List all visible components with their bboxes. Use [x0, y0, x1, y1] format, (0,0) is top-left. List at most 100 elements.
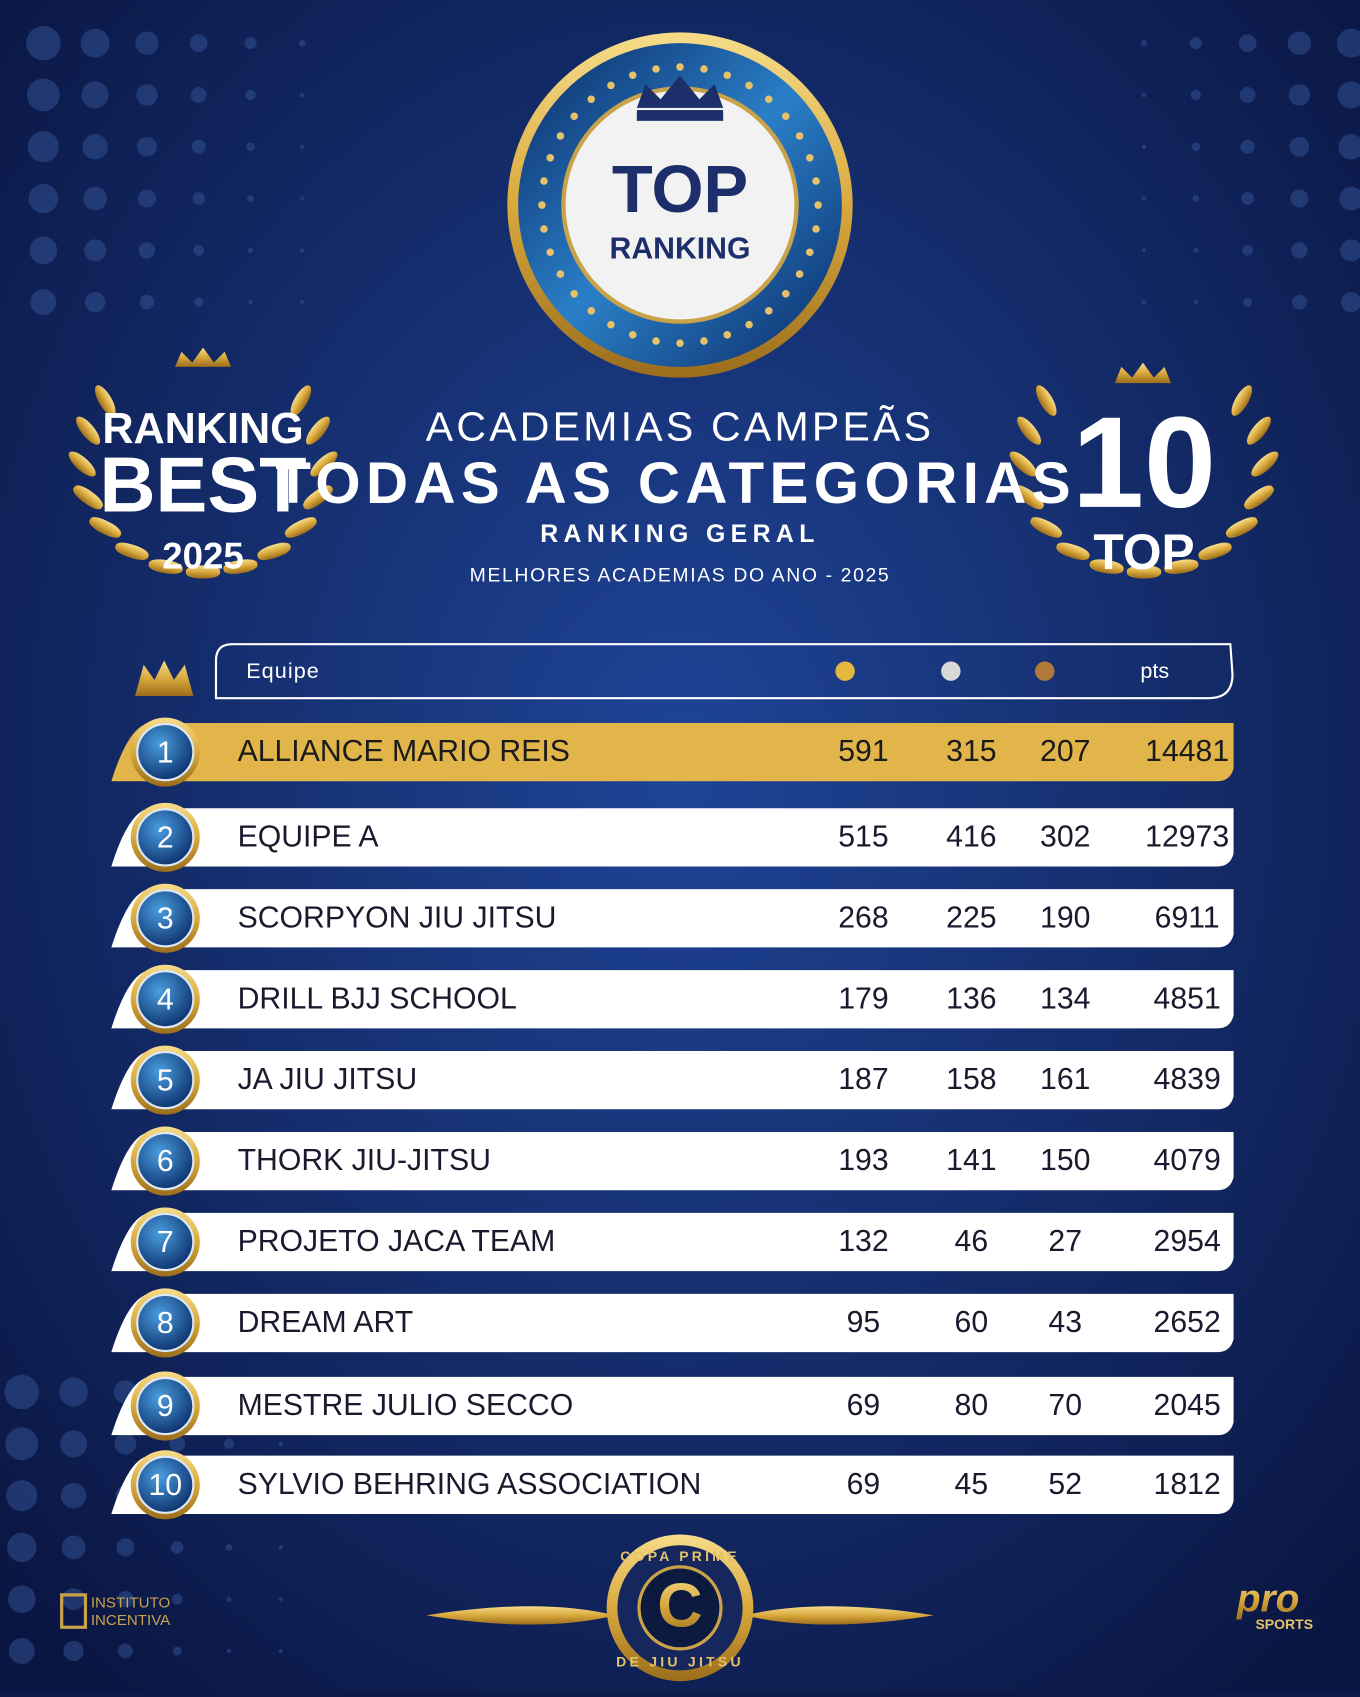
row-bar	[111, 1212, 1234, 1272]
dot	[114, 1433, 137, 1455]
star	[607, 320, 615, 329]
header-team: Equipe	[246, 658, 320, 683]
cell-silver: 60	[955, 1306, 989, 1339]
heading-caption: MELHORES ACADEMIAS DO ANO - 2025	[470, 564, 891, 586]
top-badge: TOP RANKING	[507, 32, 853, 378]
table-row: 9 MESTRE JULIO SECCO 69 80 70 2045	[111, 1371, 1234, 1441]
footer-text: INCENTIVA	[91, 1612, 171, 1629]
leaf	[284, 518, 317, 537]
rank: 6	[157, 1145, 174, 1178]
leaf	[1015, 485, 1044, 510]
dot	[299, 92, 305, 98]
dot	[226, 1648, 232, 1654]
star	[723, 331, 732, 339]
rank: 7	[157, 1226, 174, 1259]
table-row: 7 PROJETO JACA TEAM 132 46 27 2954	[111, 1207, 1234, 1277]
laurel-number: 10	[1072, 391, 1216, 535]
medal	[136, 722, 195, 782]
medal	[136, 1212, 195, 1272]
dot	[1339, 186, 1360, 211]
dot	[248, 299, 253, 305]
dot	[139, 294, 155, 310]
star	[782, 290, 790, 298]
cell-silver: 416	[946, 820, 996, 853]
star	[570, 112, 578, 121]
dot	[61, 1535, 86, 1560]
dot	[247, 247, 254, 253]
medal	[136, 1293, 195, 1353]
table-row: 3 SCORPYON JIU JITSU 268 225 190 6911	[111, 883, 1234, 953]
dot	[7, 1585, 36, 1614]
leaf	[1231, 385, 1253, 416]
star	[812, 177, 820, 185]
star	[795, 270, 804, 278]
table-row: 2 EQUIPE A 515 416 302 12973	[111, 802, 1234, 872]
cell-gold: 515	[838, 820, 888, 853]
leaf	[1017, 416, 1042, 445]
star	[587, 307, 595, 315]
laurel-text: RANKING	[102, 405, 303, 453]
dot	[1190, 89, 1201, 101]
star	[546, 248, 554, 257]
dot	[169, 1435, 186, 1452]
dot	[192, 192, 205, 205]
star	[556, 132, 565, 140]
leaf	[1198, 543, 1232, 559]
dot	[116, 1538, 135, 1557]
footer-text: COPA PRIME	[620, 1548, 740, 1564]
dot	[60, 1482, 87, 1509]
team-name: DREAM ART	[238, 1306, 414, 1339]
medal	[136, 889, 195, 948]
dot	[1141, 299, 1147, 305]
cell-points: 4079	[1154, 1144, 1221, 1177]
star	[607, 81, 615, 90]
dot	[84, 291, 106, 313]
dot	[194, 297, 204, 307]
leaf	[1030, 517, 1062, 538]
team-name: ALLIANCE MARIO REIS	[238, 735, 570, 768]
dot	[1241, 192, 1254, 205]
team-name: PROJETO JACA TEAM	[238, 1225, 556, 1258]
dot	[245, 89, 256, 101]
cell-bronze: 150	[1040, 1144, 1090, 1177]
dot	[29, 236, 58, 265]
leaf	[1164, 559, 1199, 574]
leaf	[185, 565, 221, 579]
cell-points: 2954	[1154, 1225, 1221, 1258]
dot	[30, 289, 57, 316]
row-bar	[111, 1376, 1234, 1436]
dot	[138, 242, 156, 259]
laurel-text: BEST	[99, 442, 306, 528]
medal	[136, 1455, 195, 1514]
dot	[7, 1532, 37, 1563]
dot	[189, 34, 208, 53]
cell-gold: 179	[838, 982, 888, 1015]
cell-silver: 46	[955, 1225, 989, 1258]
dot	[193, 244, 205, 256]
footer-letter: C	[657, 1571, 702, 1641]
dot	[63, 1640, 84, 1662]
table-row: 1 ALLIANCE MARIO REIS 591 315 207 14481	[111, 717, 1234, 787]
cell-gold: 69	[847, 1468, 881, 1501]
dot	[1193, 247, 1199, 253]
table-row: 6 THORK JIU-JITSU 193 141 150 4079	[111, 1126, 1234, 1196]
table-header: Equipe pts	[135, 643, 1234, 700]
dot	[28, 183, 59, 214]
cell-points: 2045	[1154, 1389, 1221, 1422]
dot	[137, 189, 156, 208]
dot	[278, 1441, 284, 1447]
star	[628, 71, 637, 80]
dot	[300, 144, 305, 149]
rank: 4	[157, 983, 174, 1016]
dot	[1141, 196, 1147, 201]
dot	[278, 1648, 283, 1654]
leaf	[223, 559, 258, 574]
heading-line: ACADEMIAS CAMPEÃS	[426, 403, 934, 449]
right-laurel: 10 TOP	[1009, 362, 1279, 580]
dot	[6, 1480, 38, 1512]
cell-points: 4851	[1154, 982, 1221, 1015]
dot	[84, 239, 107, 262]
row-bar	[111, 1293, 1234, 1353]
dot	[1243, 297, 1253, 307]
